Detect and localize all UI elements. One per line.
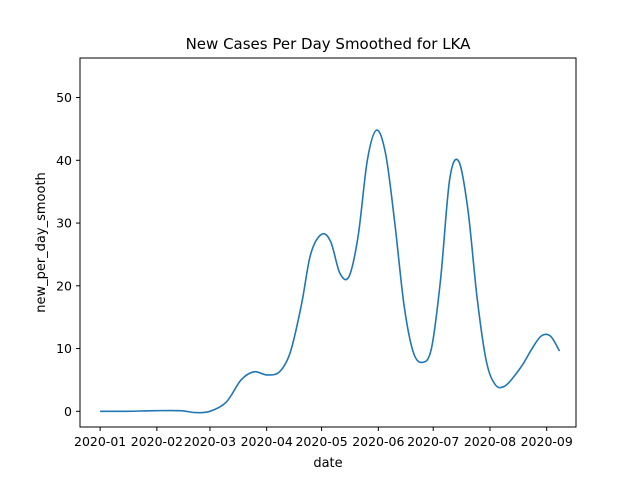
x-axis-label: date bbox=[313, 456, 342, 471]
x-tick-label: 2020-08 bbox=[464, 434, 516, 449]
x-tick-label: 2020-09 bbox=[521, 434, 573, 449]
series-line-0 bbox=[100, 129, 561, 414]
x-tick-label: 2020-06 bbox=[352, 434, 404, 449]
y-tick-label: 40 bbox=[56, 153, 72, 168]
y-tick-label: 20 bbox=[56, 278, 72, 293]
x-tick-label: 2020-02 bbox=[131, 434, 183, 449]
x-axis: 2020-01 2020-02 2020-03 2020-04 2020-05 2020-… bbox=[74, 427, 573, 449]
y-tick-label: 50 bbox=[56, 90, 72, 105]
y-axis: 0 10 20 30 40 50 bbox=[56, 90, 80, 419]
y-tick-label: 10 bbox=[56, 341, 72, 356]
x-tick-label: 2020-04 bbox=[241, 434, 293, 449]
x-tick-label: 2020-01 bbox=[74, 434, 126, 449]
y-axis-label: new_per_day_smooth bbox=[34, 172, 49, 313]
x-tick-label: 2020-07 bbox=[407, 434, 459, 449]
x-tick-label: 2020-05 bbox=[295, 434, 347, 449]
plot-area bbox=[100, 129, 561, 414]
x-tick-label: 2020-03 bbox=[184, 434, 236, 449]
plot-frame bbox=[79, 57, 577, 428]
y-tick-label: 0 bbox=[64, 404, 72, 419]
chart-title: New Cases Per Day Smoothed for LKA bbox=[186, 35, 472, 53]
y-tick-label: 30 bbox=[56, 216, 72, 231]
